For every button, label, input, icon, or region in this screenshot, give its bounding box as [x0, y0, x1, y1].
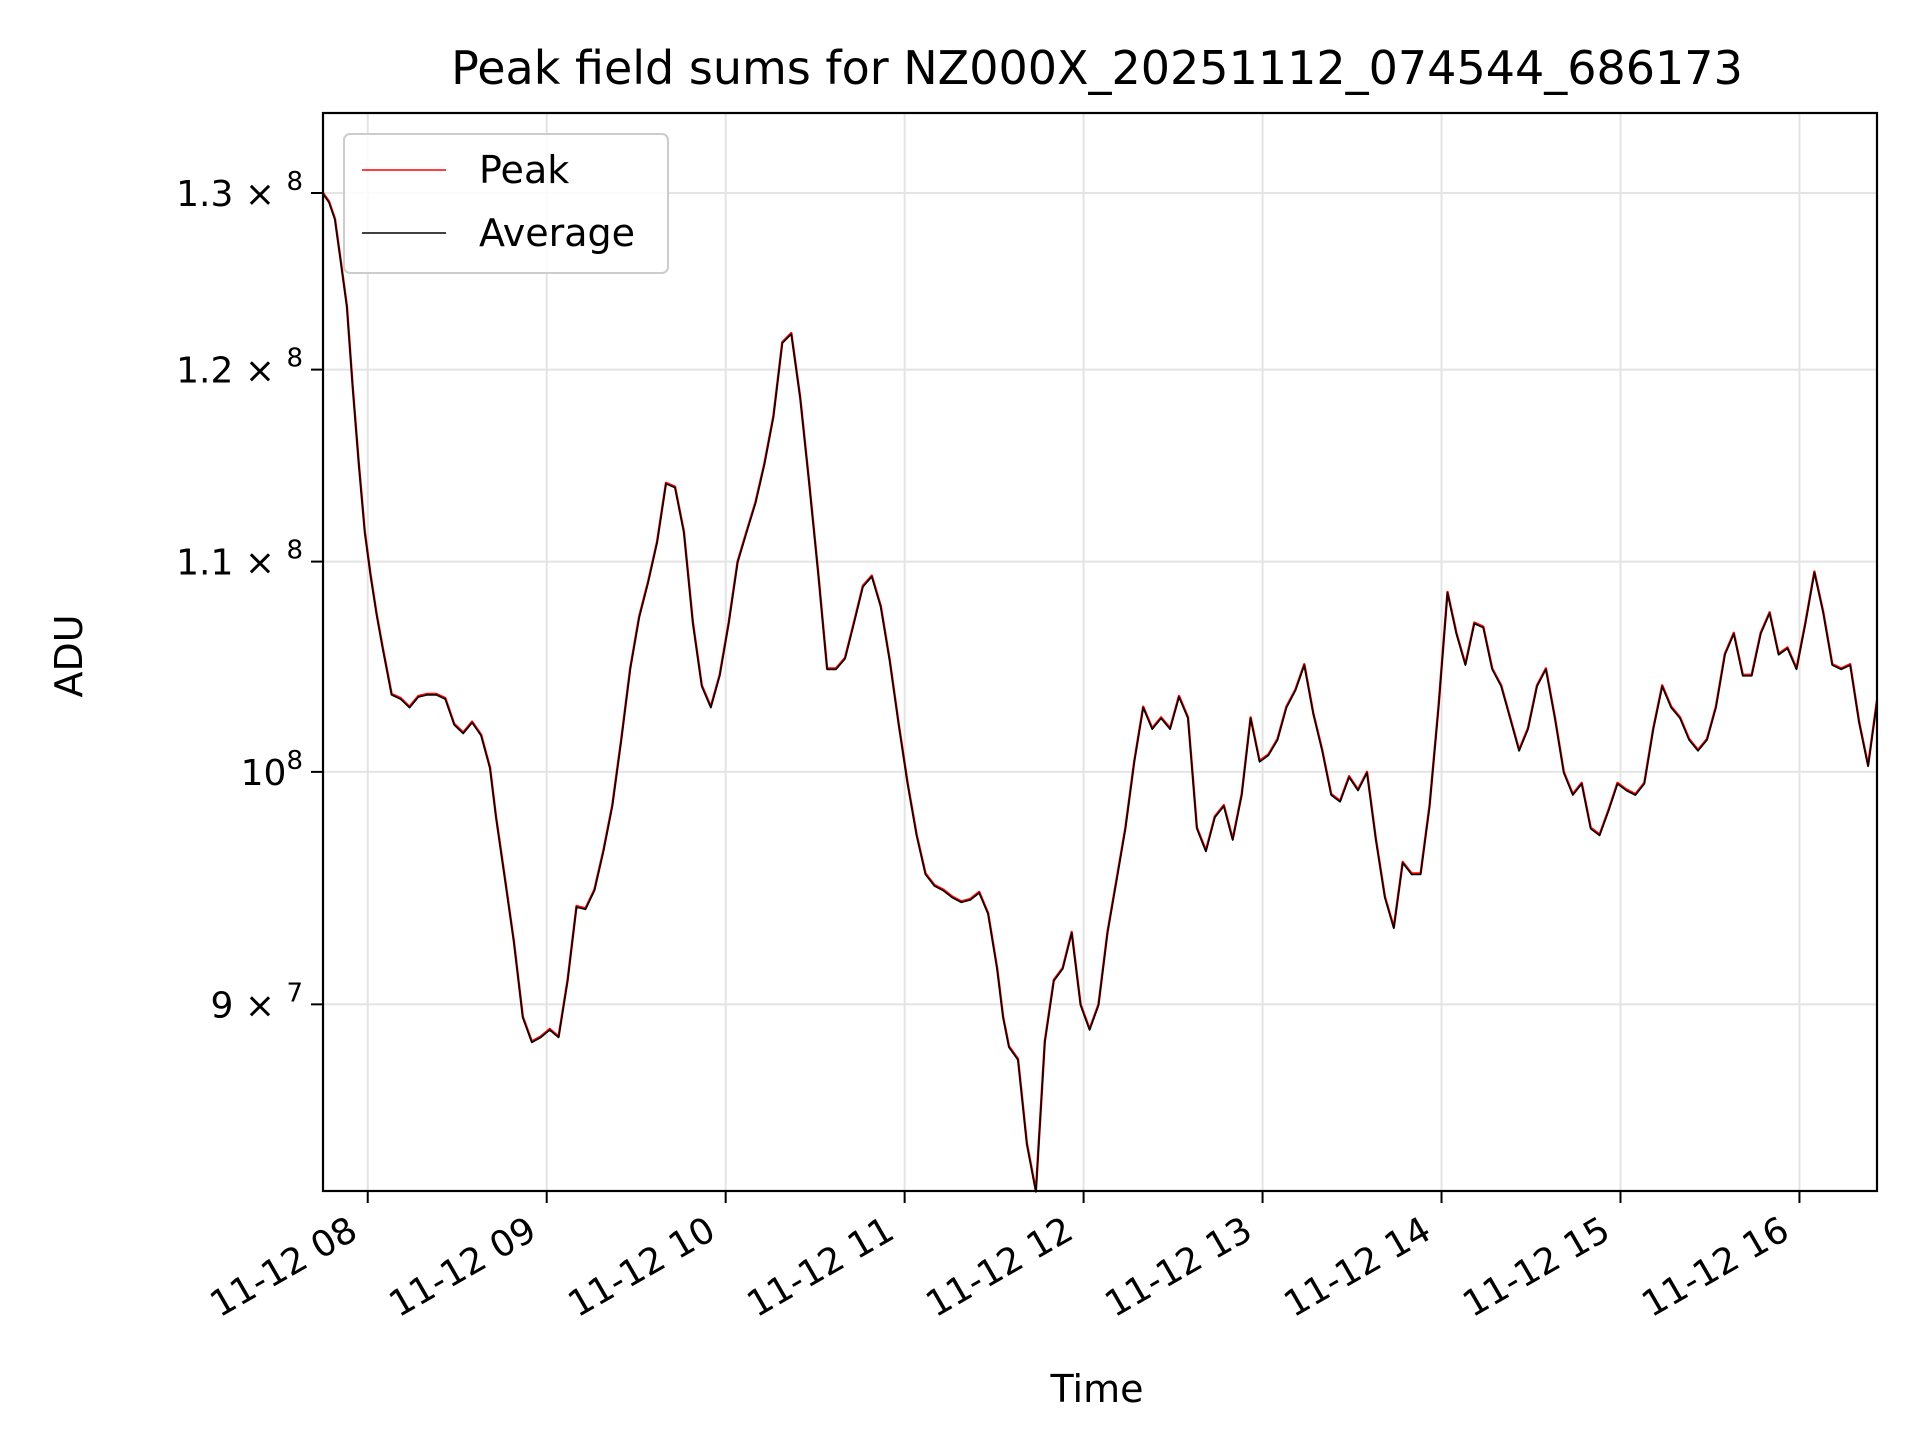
series-lines [322, 192, 1879, 1193]
grid [323, 113, 1877, 1191]
legend-peak-label: Peak [479, 148, 569, 192]
y-tick-label: 9 × 7 [210, 978, 303, 1026]
y-tick-label: 108 [241, 746, 303, 794]
legend-box [343, 133, 669, 274]
y-tick-label: 1.3 × 8 [176, 167, 303, 215]
x-axis-title: Time [1050, 1367, 1144, 1411]
plot-frame [321, 111, 1879, 1193]
y-tick-label: 1.2 × 8 [176, 344, 303, 392]
chart-title: Peak field sums for NZ000X_20251112_0745… [451, 41, 1743, 95]
y-axis-title: ADU [47, 614, 91, 697]
y-axis-ticks: 9 × 7 108 1.1 × 8 1.2 × 8 1.3 × 8 [176, 167, 323, 1026]
legend-average-label: Average [479, 211, 635, 255]
legend: Peak Average [343, 133, 669, 274]
series-line-average [322, 193, 1878, 1193]
y-tick-label: 1.1 × 8 [176, 536, 303, 584]
